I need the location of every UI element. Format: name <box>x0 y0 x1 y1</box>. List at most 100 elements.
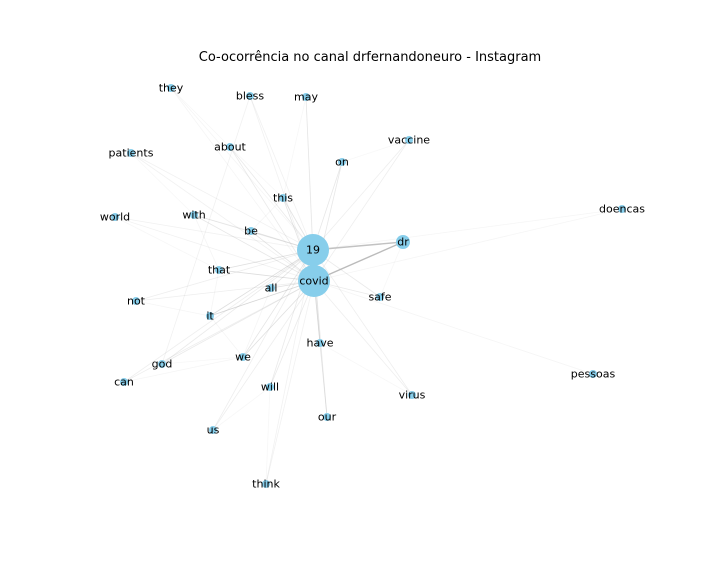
node-label-virus: virus <box>399 389 426 402</box>
labels-layer: 19 covid dr this on about be with that all it we hav… <box>100 82 645 491</box>
node-label-it: it <box>206 310 214 323</box>
edge-god-we <box>161 356 244 365</box>
edge-covid-world <box>114 216 315 282</box>
node-safe <box>376 293 384 301</box>
edge-19-world <box>114 216 314 251</box>
node-19 <box>297 234 329 266</box>
edge-our-have <box>319 342 328 418</box>
node-may <box>302 93 310 101</box>
node-label-covid: covid <box>299 275 328 288</box>
node-they <box>167 84 175 92</box>
node-label-our: our <box>318 411 337 424</box>
edge-they-about <box>170 87 231 148</box>
node-this <box>279 194 287 202</box>
node-we <box>239 353 247 361</box>
node-label-patients: patients <box>109 147 154 160</box>
node-it <box>206 312 214 320</box>
node-label-will: will <box>261 381 279 394</box>
edge-covid-patients <box>130 152 315 282</box>
edge-covid-we <box>242 280 315 358</box>
node-dr <box>396 235 410 249</box>
node-about <box>226 143 234 151</box>
edge-19-doencas <box>312 208 623 251</box>
edge-covid-pessoas <box>313 280 594 375</box>
edge-covid-will <box>269 280 315 388</box>
edge-19-can <box>123 249 314 383</box>
node-all <box>267 284 275 292</box>
edge-19-patients <box>130 152 314 251</box>
edge-covid-virus <box>313 280 413 396</box>
edge-covid-vaccine <box>313 139 410 282</box>
node-be <box>247 227 255 235</box>
node-label-they: they <box>159 82 184 95</box>
edge-19-we <box>242 249 314 358</box>
node-label-world: world <box>100 211 130 224</box>
node-label-not: not <box>127 295 146 308</box>
node-vaccine <box>405 136 413 144</box>
node-label-pessoas: pessoas <box>571 368 616 381</box>
node-label-about: about <box>214 141 246 154</box>
edge-covid-god <box>161 280 315 365</box>
edge-that-with <box>193 214 220 271</box>
edge-covid-they <box>170 87 315 282</box>
edge-vaccine-on <box>341 139 410 163</box>
node-our <box>323 413 331 421</box>
node-label-all: all <box>265 282 278 295</box>
edge-virus-have <box>319 342 413 396</box>
edge-may-this <box>282 96 307 199</box>
node-label-this: this <box>273 192 293 205</box>
node-label-have: have <box>307 337 334 350</box>
node-label-we: we <box>235 351 251 364</box>
edges-layer <box>114 87 623 485</box>
edge-19-it <box>209 249 314 317</box>
edge-be-this <box>250 197 284 232</box>
edge-it-not <box>135 300 211 317</box>
node-label-19: 19 <box>306 244 320 257</box>
node-label-vaccine: vaccine <box>388 134 430 147</box>
edge-19-not <box>135 249 314 302</box>
node-pessoas <box>589 370 597 378</box>
edge-about-this <box>229 146 284 199</box>
node-that <box>215 266 223 274</box>
edge-19-vaccine <box>312 139 410 251</box>
edge-19-bless <box>249 95 314 251</box>
edge-covid-our <box>313 280 328 418</box>
node-label-god: god <box>152 358 173 371</box>
node-us <box>209 426 217 434</box>
node-label-on: on <box>335 156 349 169</box>
node-label-doencas: doencas <box>599 203 645 216</box>
edge-world-that <box>114 216 220 271</box>
edge-patients-with <box>130 152 195 216</box>
node-doencas <box>618 205 626 213</box>
node-label-safe: safe <box>368 291 391 304</box>
edge-covid-us <box>212 280 315 431</box>
edge-god-bless <box>161 95 251 365</box>
edge-19-may <box>305 96 314 251</box>
node-label-be: be <box>244 225 258 238</box>
node-on <box>338 158 346 166</box>
edge-all-we <box>242 287 272 358</box>
node-can <box>120 378 128 386</box>
edge-covid-with <box>193 214 315 282</box>
edge-that-it <box>209 269 220 317</box>
edge-safe-dr <box>379 241 404 298</box>
edge-19-virus <box>312 249 413 396</box>
edge-it-we <box>209 315 244 358</box>
node-label-may: may <box>294 91 318 104</box>
node-label-bless: bless <box>236 90 265 103</box>
node-with <box>190 211 198 219</box>
nodes-layer <box>111 84 626 488</box>
edge-19-about <box>229 146 314 251</box>
node-have <box>316 339 324 347</box>
graph-title: Co-ocorrência no canal drfernandoneuro -… <box>198 50 542 65</box>
edge-19-us <box>212 249 314 431</box>
node-patients <box>127 149 135 157</box>
node-not <box>132 297 140 305</box>
node-god <box>158 360 166 368</box>
node-covid <box>298 265 330 297</box>
edge-will-us <box>212 386 271 431</box>
edge-covid-it <box>209 280 315 317</box>
edge-covid-dr <box>313 241 404 282</box>
